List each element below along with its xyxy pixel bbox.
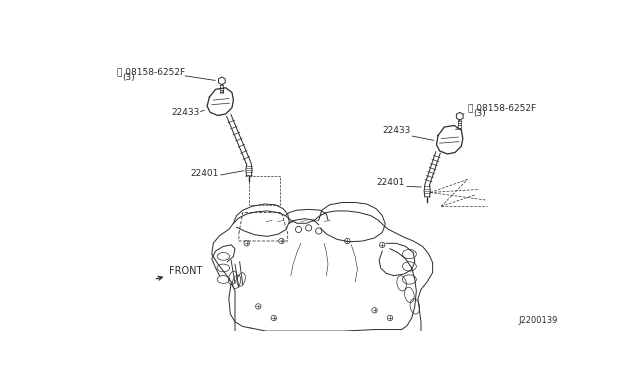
Text: (3): (3) (473, 109, 486, 118)
Text: (3): (3) (123, 73, 136, 82)
Bar (249, 176, 280, 205)
Text: J2200139: J2200139 (518, 316, 557, 326)
Text: 22401: 22401 (377, 178, 405, 187)
Text: 22433: 22433 (172, 108, 200, 117)
Text: 22401: 22401 (191, 169, 219, 178)
Text: ⓘ 08158-6252F: ⓘ 08158-6252F (117, 67, 186, 76)
Text: 22433: 22433 (382, 126, 411, 135)
Text: ⓘ 08158-6252F: ⓘ 08158-6252F (467, 103, 536, 112)
Text: FRONT: FRONT (156, 266, 202, 280)
